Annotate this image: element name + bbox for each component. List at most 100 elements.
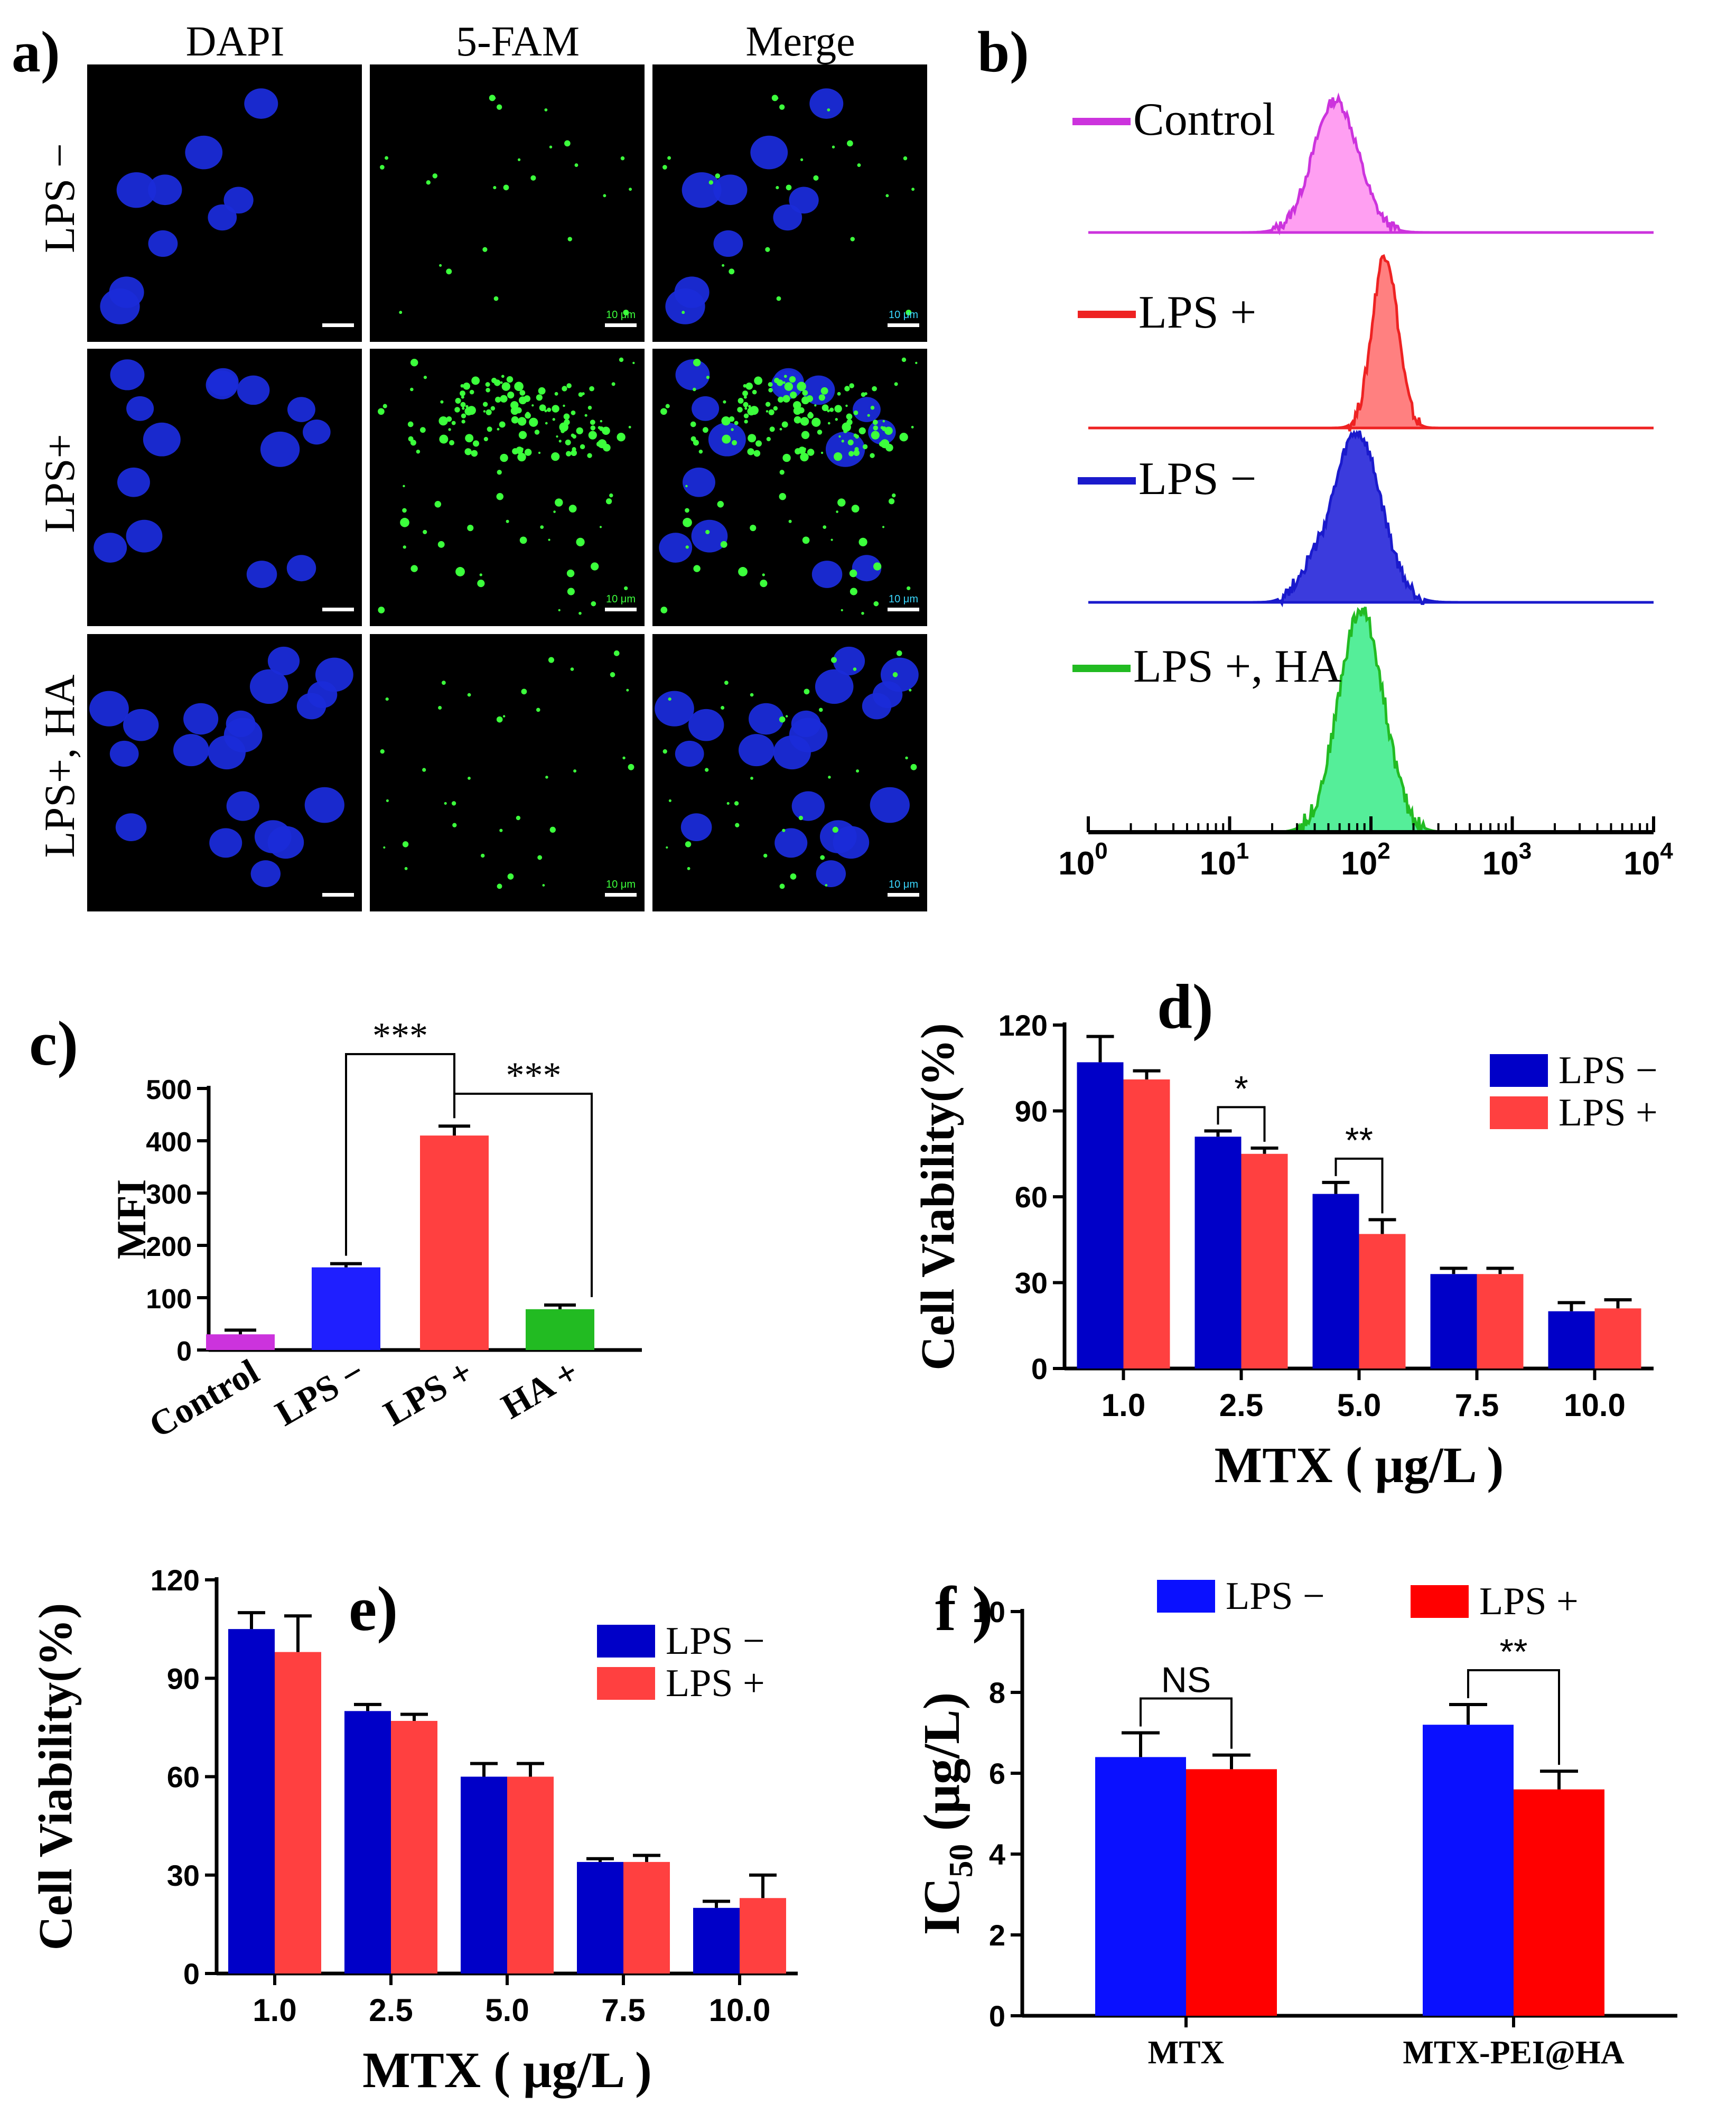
green-dot-9	[511, 416, 519, 424]
x-tick-label-1: 2.5	[1219, 1388, 1263, 1423]
green-dot-1	[452, 823, 457, 827]
green-dot-116	[907, 586, 911, 590]
green-dot-16	[438, 705, 442, 710]
nucleus-1	[655, 691, 694, 727]
green-dot-19	[814, 404, 817, 407]
tick-base: 10	[1341, 845, 1377, 882]
scale-bar	[605, 893, 637, 897]
nucleus-5	[713, 230, 743, 257]
green-dot-125	[566, 569, 575, 578]
green-dot-111	[519, 536, 527, 544]
green-dot-0	[521, 688, 527, 695]
nucleus-4	[110, 359, 145, 390]
green-dot-20	[564, 140, 571, 147]
bar-0-0	[1077, 1062, 1124, 1368]
green-dot-78	[800, 417, 809, 426]
green-dot-105	[599, 526, 602, 528]
green-dot-8	[626, 688, 629, 692]
x-tick-label-2: 5.0	[485, 1993, 529, 2028]
green-dot-13	[534, 430, 540, 435]
y-tick-label-1: 2	[989, 1919, 1005, 1952]
legend-label-1: LPS +	[666, 1662, 765, 1705]
green-dot-36	[587, 453, 592, 458]
x-tick-label-2: LPS +	[377, 1351, 479, 1433]
green-dot-89	[807, 412, 814, 419]
green-dot-138	[609, 493, 613, 498]
green-dot-66	[538, 451, 541, 454]
green-dot-73	[811, 417, 821, 427]
scale-bar	[605, 608, 637, 611]
green-dot-85	[844, 386, 850, 392]
x-tick-label-1: LPS −	[268, 1351, 371, 1433]
green-dot-5	[705, 768, 709, 772]
nucleus-11	[870, 787, 910, 823]
green-dot-96	[755, 440, 762, 447]
bar-0-2	[461, 1776, 507, 1973]
nucleus-16	[123, 709, 159, 741]
tick-exponent: 4	[1660, 838, 1673, 864]
legend-label-1: LPS +	[1479, 1580, 1579, 1623]
green-dot-64	[754, 376, 763, 385]
green-dot-0	[708, 180, 713, 185]
green-dot-128	[779, 470, 785, 475]
legend-swatch-0	[1157, 1580, 1215, 1613]
green-dot-145	[558, 609, 561, 611]
green-dot-84	[853, 433, 857, 437]
green-dot-148	[858, 427, 866, 434]
green-dot-62	[460, 402, 466, 407]
green-dot-23	[830, 657, 837, 663]
scale-bar-label: 10 μm	[606, 879, 636, 890]
green-dot-41	[471, 450, 478, 457]
nucleus-2	[811, 561, 843, 588]
row-label-lps-plus: LPS+	[35, 434, 83, 533]
green-dot-18	[667, 156, 671, 160]
green-dot-34	[668, 799, 671, 802]
microscopy-grid: 10 μm 10 μm 10 μm 10 μm 10 μm 10 μm	[87, 64, 927, 911]
green-dot-7	[524, 449, 532, 456]
green-dot-27	[750, 693, 754, 697]
green-dot-124	[801, 431, 810, 439]
green-dot-17	[604, 431, 608, 434]
legend-swatch-1	[597, 1667, 655, 1700]
green-dot-22	[771, 95, 778, 101]
green-dot-143	[850, 588, 857, 595]
green-dot-109	[407, 421, 414, 427]
green-dot-15	[729, 268, 735, 275]
green-dot-91	[558, 440, 562, 443]
green-dot-134	[402, 508, 407, 513]
nucleus-5	[675, 740, 704, 767]
green-dot-12	[451, 801, 456, 806]
green-dot-12	[503, 184, 509, 191]
green-dot-30	[441, 681, 446, 685]
green-dot-10	[853, 450, 860, 457]
green-dot-75	[752, 389, 757, 395]
green-dot-129	[698, 449, 703, 454]
green-dot-121	[738, 567, 748, 576]
green-dot-156	[690, 436, 696, 442]
green-dot-14	[856, 769, 860, 773]
green-dot-4	[857, 163, 861, 167]
tick-exponent: 3	[1519, 838, 1532, 864]
green-dot-159	[410, 387, 414, 392]
tile-background	[652, 634, 927, 911]
green-dot-50	[566, 451, 572, 457]
green-dot-92	[880, 439, 890, 449]
green-dot-11	[884, 426, 893, 435]
green-dot-11	[620, 156, 625, 161]
green-dot-9	[794, 416, 801, 424]
green-dot-118	[580, 444, 585, 450]
scale-bar	[888, 893, 919, 897]
nucleus-5	[286, 555, 316, 582]
micro-tile-r0-c0	[87, 64, 362, 342]
green-dot-3	[800, 158, 804, 161]
green-dot-0	[804, 688, 810, 695]
green-dot-133	[706, 376, 710, 379]
green-dot-4	[574, 163, 578, 167]
green-dot-125	[849, 569, 857, 578]
green-dot-95	[793, 406, 801, 415]
green-dot-20	[600, 420, 603, 423]
bar-1-1	[391, 1720, 437, 1973]
histogram-tick-label-1: 101	[1200, 838, 1249, 882]
green-dot-117	[705, 529, 710, 534]
green-dot-40	[490, 406, 496, 411]
